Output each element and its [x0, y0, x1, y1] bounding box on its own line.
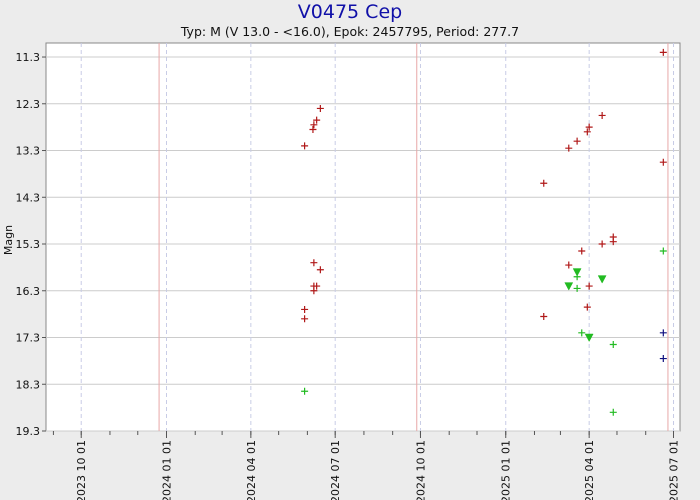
x-tick-label: 2024 04 01: [245, 440, 258, 500]
grid-layer: [46, 43, 680, 432]
data-point: [598, 240, 606, 248]
x-tick-label: 2025 01 01: [500, 440, 513, 500]
data-point: [609, 341, 617, 349]
data-point: [609, 408, 617, 416]
data-point: [659, 247, 667, 255]
data-point: [309, 125, 317, 133]
x-tick-label: 2025 04 01: [583, 440, 596, 500]
data-point: [585, 282, 593, 290]
x-tick-label: 2024 07 01: [329, 440, 342, 500]
y-axis-label: Magn: [2, 225, 15, 255]
data-point: [565, 144, 573, 152]
x-tick-label: 2025 07 01: [668, 440, 681, 500]
y-tick-label: 11.3: [16, 51, 41, 64]
y-tick-label: 15.3: [16, 238, 41, 251]
y-tick-label: 19.3: [16, 425, 41, 438]
data-point: [659, 355, 667, 363]
data-point: [659, 48, 667, 56]
data-point: [310, 287, 318, 295]
y-tick-label: 16.3: [16, 285, 41, 298]
data-point: [659, 329, 667, 337]
data-point: [310, 259, 318, 267]
x-tick-label: 2023 10 01: [75, 440, 88, 500]
data-point-upper-limit: [584, 333, 594, 343]
data-point: [609, 233, 617, 241]
data-point: [301, 305, 309, 313]
data-point: [578, 247, 586, 255]
data-point-upper-limit: [572, 268, 582, 277]
data-point: [313, 116, 321, 124]
data-point: [598, 111, 606, 119]
data-point: [301, 387, 309, 395]
data-point: [540, 312, 548, 320]
y-tick-label: 13.3: [16, 145, 41, 158]
data-point: [659, 158, 667, 166]
data-point: [578, 329, 586, 337]
data-point: [573, 137, 581, 145]
plot-area: [45, 42, 681, 432]
y-tick-label: 17.3: [16, 332, 41, 345]
points-layer: [301, 48, 667, 416]
data-point: [301, 142, 309, 150]
data-point: [583, 128, 591, 136]
data-point: [583, 303, 591, 311]
data-point: [301, 315, 309, 323]
chart-subtitle: Typ: M (V 13.0 - <16.0), Epok: 2457795, …: [180, 24, 520, 39]
y-tick-label: 14.3: [16, 191, 41, 204]
data-point: [316, 266, 324, 274]
data-point: [565, 261, 573, 269]
y-tick-label: 12.3: [16, 98, 41, 111]
data-point-upper-limit: [597, 275, 607, 284]
data-point: [310, 121, 318, 129]
chart-title: V0475 Cep: [297, 1, 403, 23]
data-point: [313, 282, 321, 290]
x-tick-label: 2024 10 01: [414, 440, 427, 500]
data-point: [316, 104, 324, 112]
data-point: [540, 179, 548, 187]
data-point: [573, 284, 581, 292]
y-tick-label: 18.3: [16, 378, 41, 391]
x-tick-label: 2024 01 01: [160, 440, 173, 500]
data-point: [585, 123, 593, 131]
axis-layer: 11.3 12.3 13.3 14.3 15.3 16.3 17.3 18.3 19.3 2023…: [16, 51, 681, 500]
data-point-upper-limit: [564, 282, 574, 291]
